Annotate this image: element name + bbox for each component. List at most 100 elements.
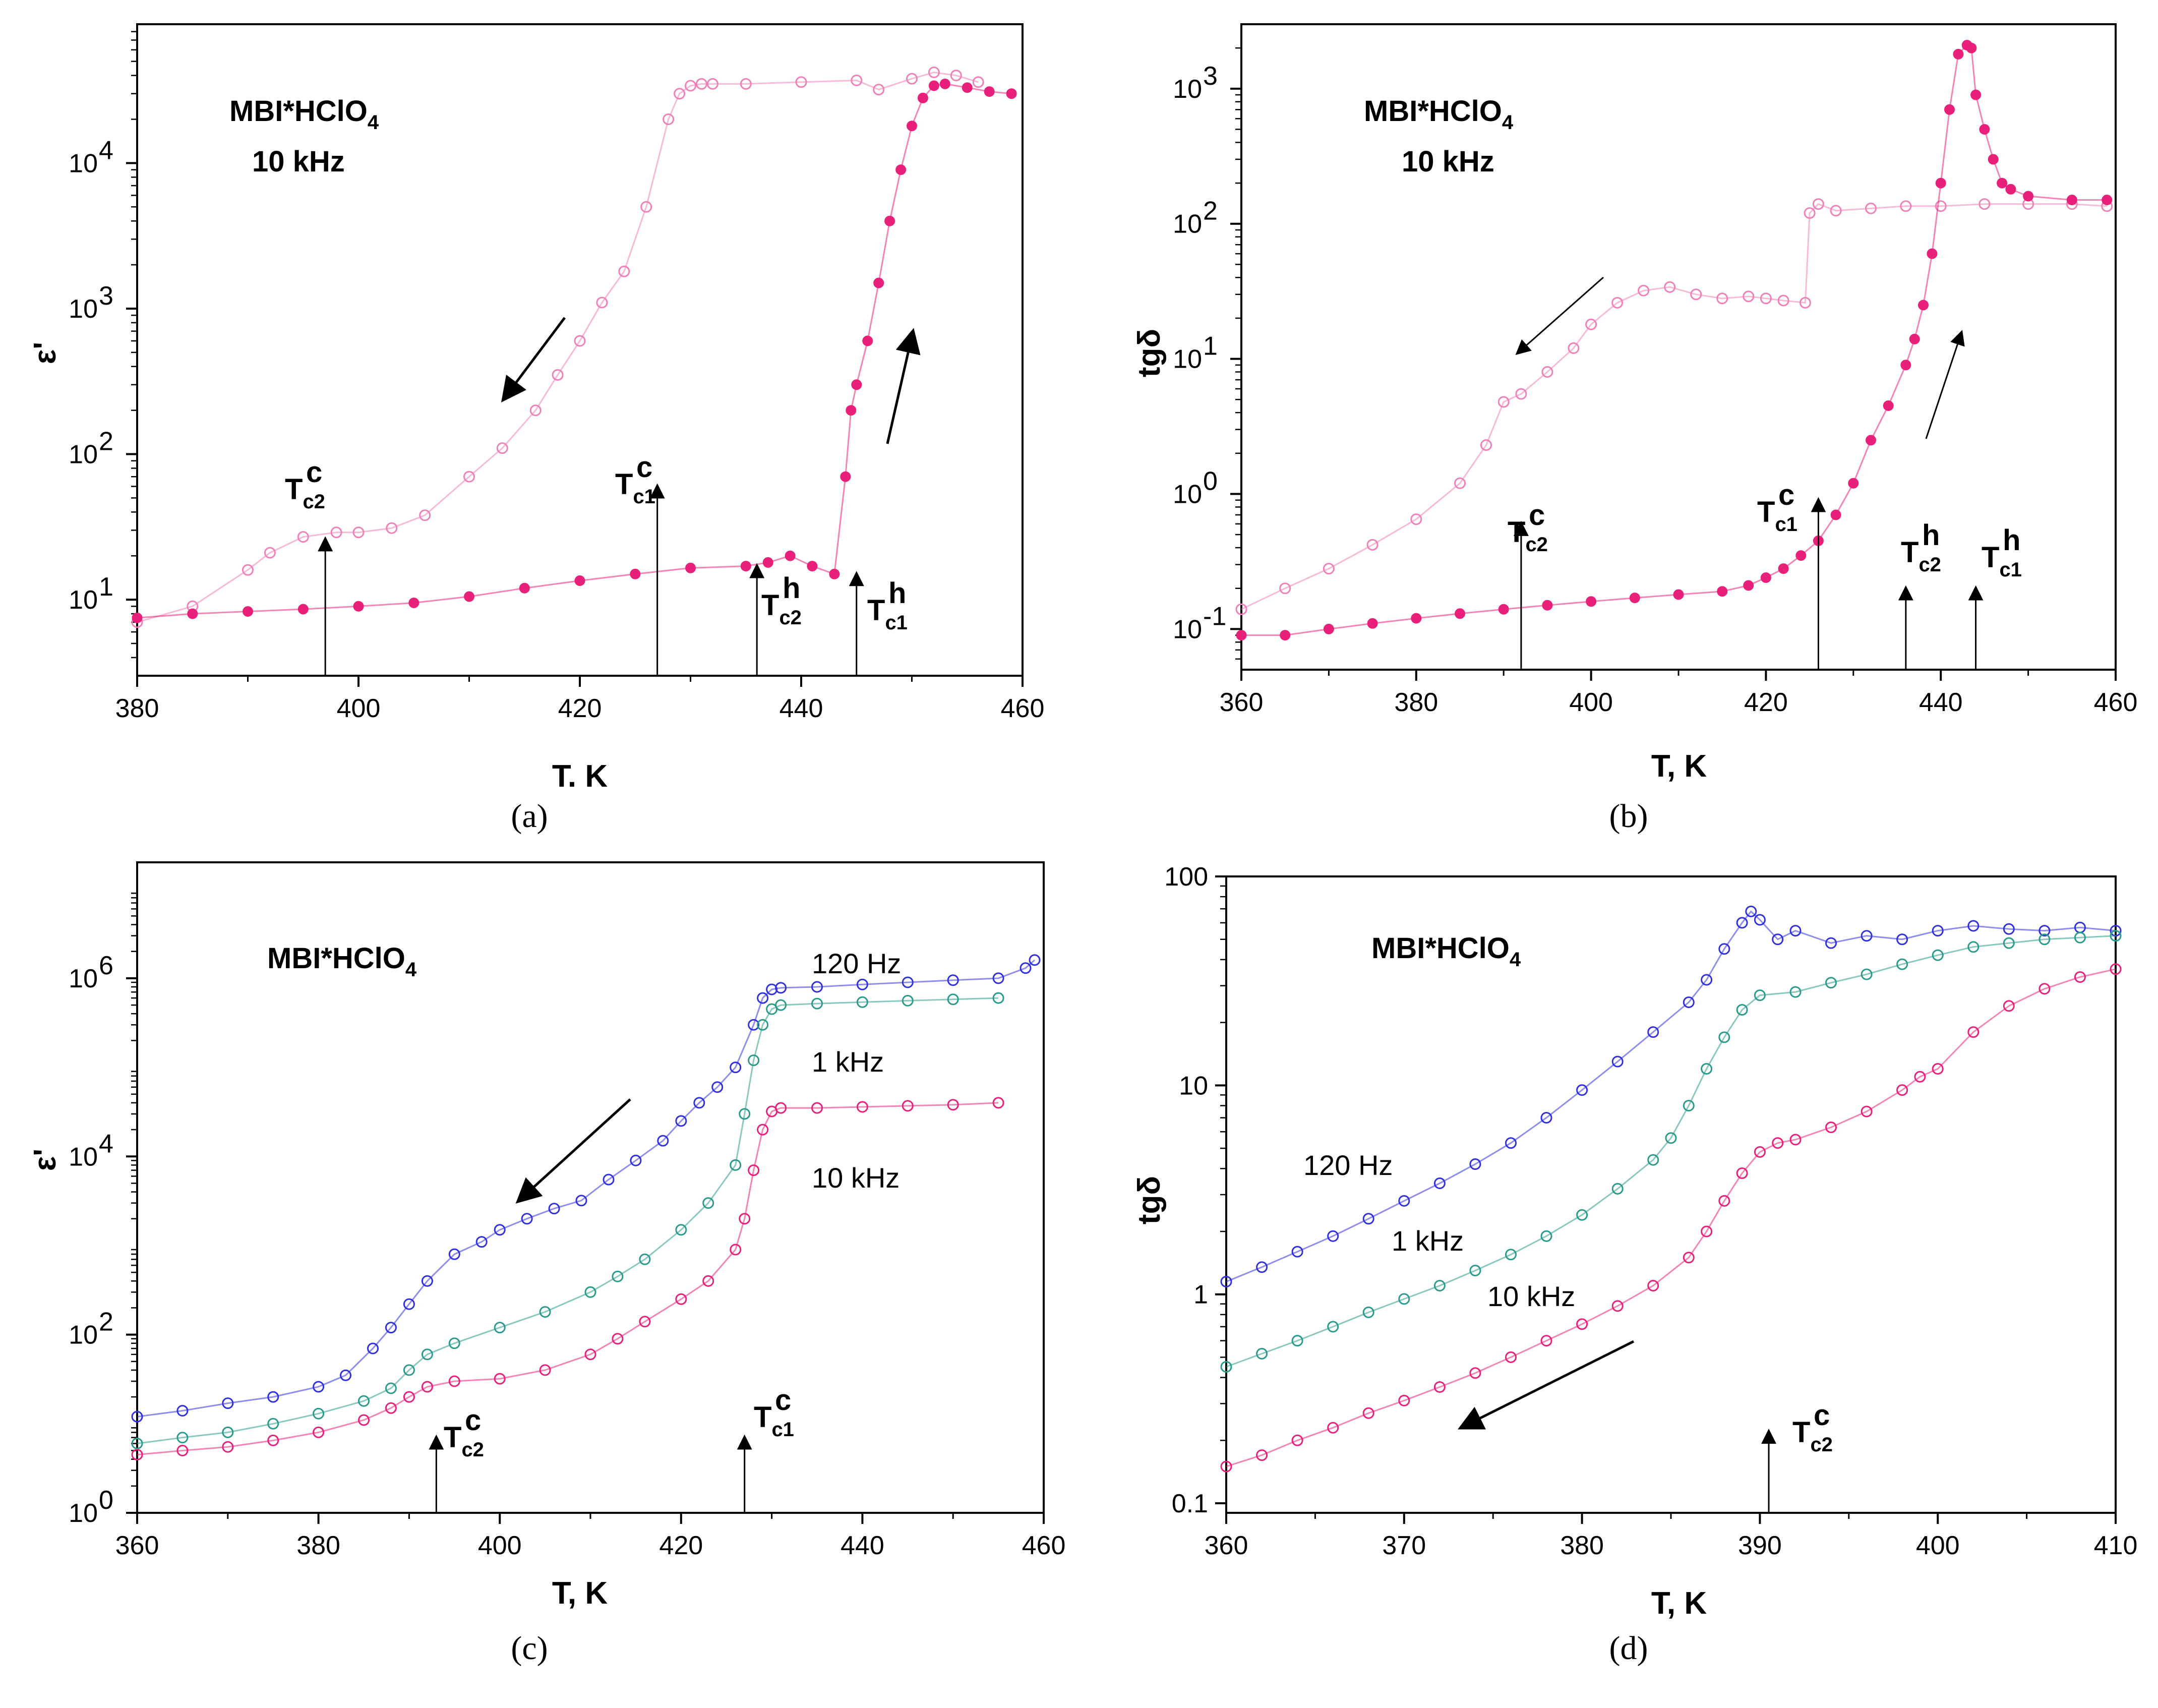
data-point xyxy=(1760,292,1772,305)
y-tick-label: 10 xyxy=(69,1499,98,1528)
data-point xyxy=(2039,925,2051,937)
transition-label-main: T xyxy=(1757,496,1775,528)
y-tick-exponent: 1 xyxy=(1203,332,1218,361)
data-point xyxy=(1918,300,1929,311)
data-point xyxy=(264,547,276,559)
transition-label: Tc2 xyxy=(1508,516,1548,556)
data-point xyxy=(757,1124,769,1136)
data-point xyxy=(947,974,959,986)
data-point xyxy=(1362,1306,1374,1318)
transition-label: Tc1 xyxy=(754,1401,794,1441)
data-point xyxy=(421,1275,433,1287)
series-line xyxy=(137,959,1035,1418)
data-point xyxy=(1754,989,1766,1002)
data-point xyxy=(1498,604,1509,615)
data-point xyxy=(596,297,608,309)
x-axis-label: T, K xyxy=(1651,749,1707,784)
data-point xyxy=(1256,1449,1268,1461)
series-heating xyxy=(1236,40,2113,641)
data-point xyxy=(1433,1177,1446,1189)
data-point xyxy=(1256,1261,1268,1273)
data-point xyxy=(1825,977,1837,989)
panel-title: MBI*HClO4 xyxy=(229,95,379,134)
data-point xyxy=(1967,941,1980,953)
data-point xyxy=(1469,1158,1481,1170)
data-point xyxy=(757,992,769,1004)
data-point xyxy=(1760,572,1771,583)
data-point xyxy=(539,1364,551,1376)
panel-caption: (a) xyxy=(511,798,548,835)
data-point xyxy=(1398,1394,1410,1406)
data-point xyxy=(494,1373,506,1385)
data-point xyxy=(222,1397,234,1409)
data-point xyxy=(1900,200,1912,212)
data-point xyxy=(1935,200,1947,212)
data-point xyxy=(947,993,959,1006)
data-point xyxy=(448,1248,460,1260)
panel-title-main: MBI*HClO xyxy=(267,942,405,975)
data-point xyxy=(846,405,857,416)
data-point xyxy=(984,86,995,97)
data-point xyxy=(884,215,895,226)
y-axis-label: tgδ xyxy=(1132,1176,1167,1224)
data-point xyxy=(419,509,431,521)
x-tick-label: 420 xyxy=(558,694,602,723)
series-label: 10 kHz xyxy=(812,1162,900,1194)
data-point xyxy=(1398,1195,1410,1207)
x-tick-label: 400 xyxy=(478,1531,522,1560)
transition-label-subscript: c2 xyxy=(779,607,802,629)
panel-subtitle: 10 kHz xyxy=(252,145,345,178)
data-point xyxy=(1716,292,1728,305)
data-point xyxy=(1673,589,1684,600)
x-tick-label: 400 xyxy=(1916,1531,1960,1560)
data-point xyxy=(1647,1280,1659,1291)
data-point xyxy=(1900,360,1911,371)
series-label: 1 kHz xyxy=(1392,1225,1464,1257)
data-point xyxy=(2110,963,2122,975)
data-point xyxy=(1323,623,1334,634)
series-line xyxy=(1226,910,2116,1282)
data-point xyxy=(1736,1167,1748,1179)
data-point xyxy=(1683,1100,1695,1111)
data-point xyxy=(1568,342,1580,354)
data-point xyxy=(1861,1105,1873,1117)
data-point xyxy=(730,1244,742,1256)
series-line xyxy=(1241,203,2107,610)
data-point xyxy=(353,601,364,612)
data-point xyxy=(519,582,530,594)
data-point xyxy=(730,1159,742,1171)
data-point xyxy=(630,568,641,579)
data-point xyxy=(1220,1361,1232,1373)
data-point xyxy=(584,1348,596,1361)
transition-label-subscript: c2 xyxy=(461,1439,484,1461)
y-tick-label: 10 xyxy=(1173,210,1202,239)
data-point xyxy=(1736,917,1748,929)
data-point xyxy=(1323,563,1335,575)
data-point xyxy=(1020,962,1032,974)
data-point xyxy=(1799,297,1811,309)
series-label: 120 Hz xyxy=(812,948,901,979)
data-point xyxy=(775,982,787,994)
y-tick-label: 10 xyxy=(1173,75,1202,104)
data-point xyxy=(358,1414,370,1426)
data-point xyxy=(1683,996,1695,1008)
data-point xyxy=(1576,1084,1588,1096)
transition-label: Tc1 xyxy=(615,468,655,508)
data-point xyxy=(1896,1084,1908,1096)
y-tick-label: 100 xyxy=(1164,862,1208,892)
transition-label-superscript: c xyxy=(636,451,652,484)
data-point xyxy=(1576,1318,1588,1330)
data-point xyxy=(1029,954,1041,966)
data-point xyxy=(1469,1265,1481,1276)
y-tick-label: 10 xyxy=(69,440,98,469)
data-point xyxy=(132,612,143,623)
transition-label-superscript: h xyxy=(1922,519,1940,552)
transition-label-main: T xyxy=(1901,536,1919,569)
data-point xyxy=(496,442,508,454)
x-tick-label: 380 xyxy=(1394,688,1438,717)
data-point xyxy=(1611,1055,1624,1068)
data-point xyxy=(1647,1154,1659,1166)
data-point xyxy=(811,997,823,1010)
data-point xyxy=(2003,923,2015,935)
